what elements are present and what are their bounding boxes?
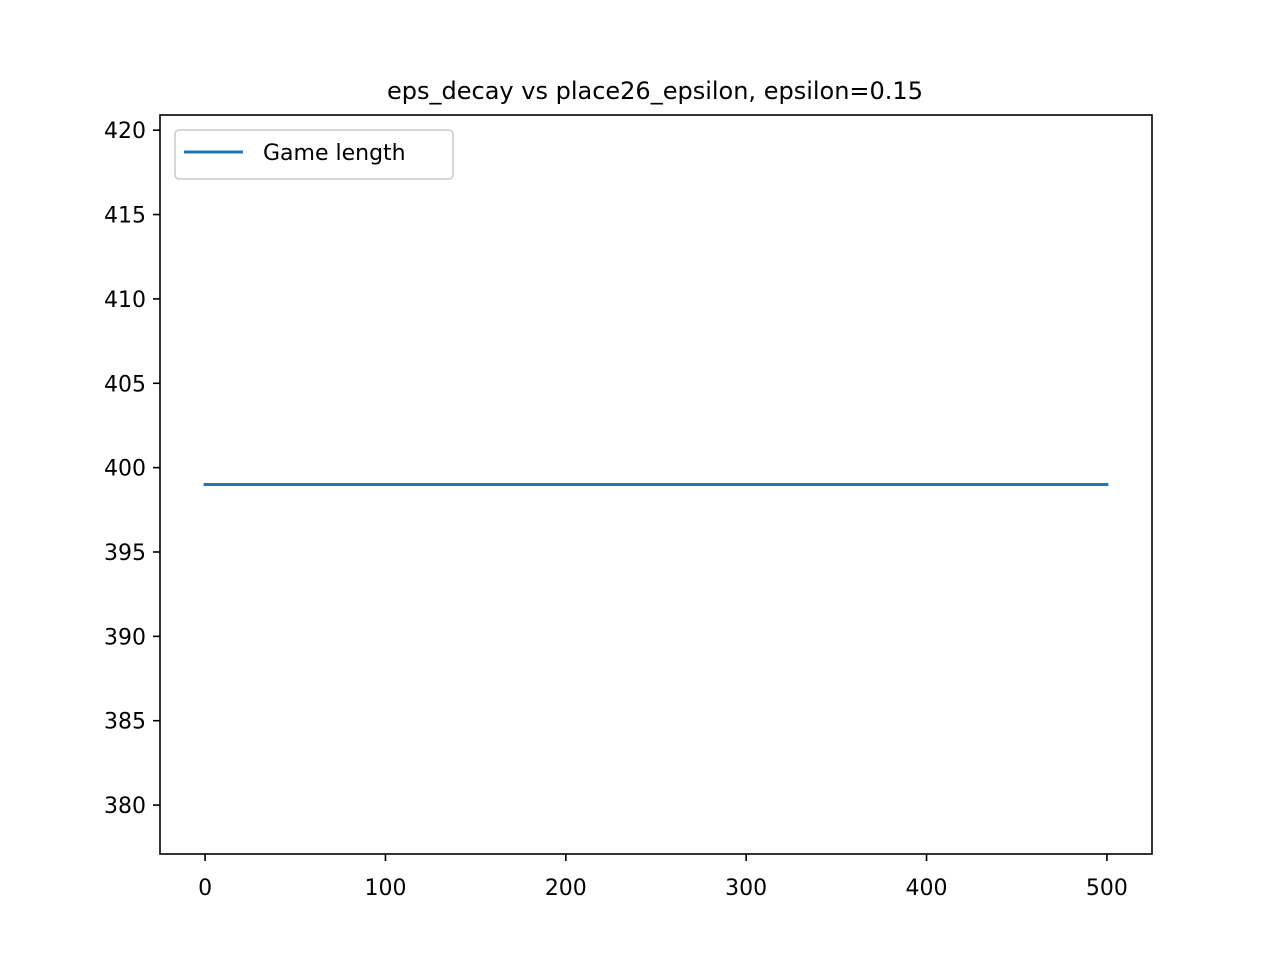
- x-tick-label: 300: [725, 876, 767, 901]
- x-tick-label: 500: [1086, 876, 1128, 901]
- x-tick-label: 400: [906, 876, 948, 901]
- y-tick-label: 420: [104, 119, 146, 144]
- y-tick-label: 400: [104, 457, 146, 482]
- y-tick-label: 380: [104, 794, 146, 819]
- axes-frame: [159, 114, 1153, 855]
- x-tick-label: 0: [198, 876, 212, 901]
- legend: Game length: [174, 129, 454, 180]
- y-tick-label: 395: [104, 541, 146, 566]
- plot-area: 0 100 200 300 400 500 380 385 390 395 400 405 410 415…: [104, 114, 1153, 901]
- legend-label: Game length: [263, 141, 406, 166]
- y-tick-label: 385: [104, 710, 146, 735]
- y-tick-label: 405: [104, 372, 146, 397]
- x-tick-label: 200: [545, 876, 587, 901]
- y-tick-label: 410: [104, 288, 146, 313]
- y-tick-label: 390: [104, 625, 146, 650]
- x-tick-label: 100: [364, 876, 406, 901]
- legend-box: [174, 129, 454, 180]
- chart-title: eps_decay vs place26_epsilon, epsilon=0.…: [387, 77, 923, 105]
- y-tick-label: 415: [104, 204, 146, 229]
